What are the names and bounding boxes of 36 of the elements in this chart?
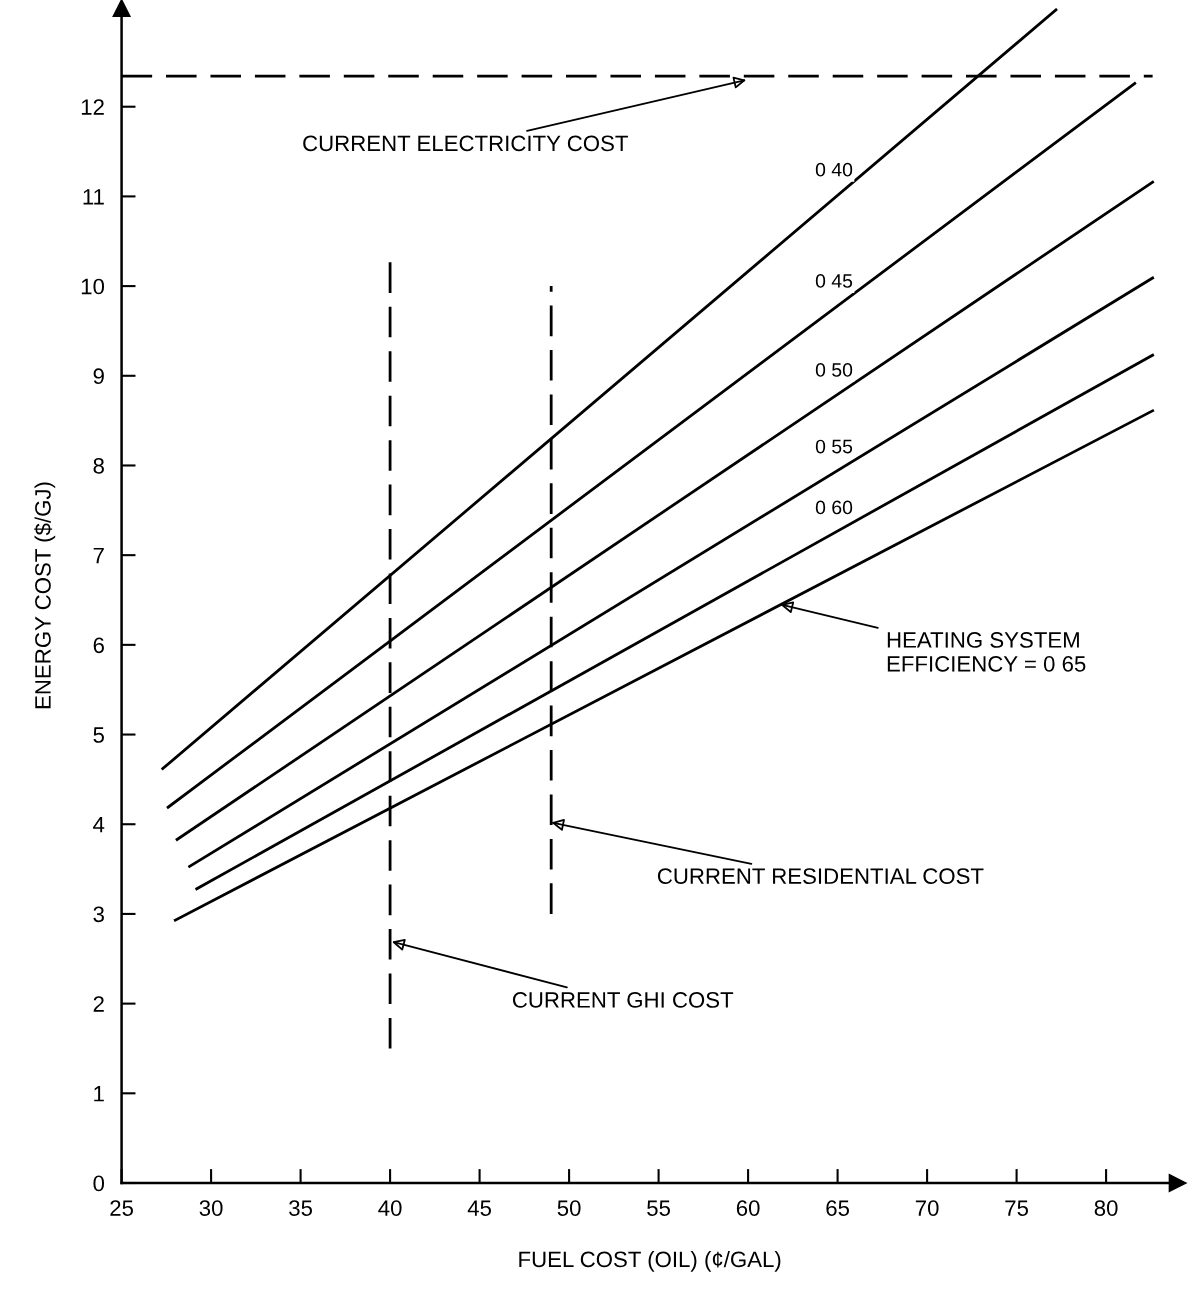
- y-tick-label: 1: [94, 1086, 104, 1102]
- y-tick-label: 2: [93, 996, 104, 1012]
- x-tick-label: 35: [289, 1200, 313, 1216]
- x-tick-label: 75: [1005, 1200, 1029, 1216]
- x-tick-label: 45: [467, 1200, 492, 1216]
- annotation: CURRENT ELECTRICITY COST: [303, 135, 628, 152]
- y-tick-label: 3: [93, 906, 104, 923]
- series-label: 0 45: [815, 274, 853, 288]
- y-tick-label: 12: [81, 99, 104, 115]
- y-tick-label: 9: [93, 368, 104, 385]
- series-label: 0 55: [815, 439, 853, 454]
- y-tick-label: 0: [93, 1175, 105, 1192]
- y-tick-label: 6: [93, 637, 104, 654]
- x-tick-label: 60: [736, 1200, 760, 1216]
- x-tick-label: 55: [647, 1200, 671, 1216]
- y-tick-label: 8: [93, 458, 104, 474]
- x-tick-label: 70: [915, 1200, 939, 1216]
- x-tick-label: 80: [1094, 1200, 1118, 1216]
- y-tick-label: 4: [93, 817, 105, 833]
- series-label: 0 50: [815, 363, 853, 377]
- annotation: CURRENT RESIDENTIAL COST: [657, 868, 984, 885]
- x-tick-label: 25: [110, 1200, 134, 1216]
- y-tick-label: 7: [93, 547, 104, 564]
- x-tick-label: 30: [199, 1200, 223, 1216]
- x-tick-label: 50: [557, 1200, 581, 1216]
- annotation: CURRENT GHI COST: [512, 992, 734, 1008]
- series-label: 0 40: [815, 162, 853, 177]
- x-axis-title: FUEL COST (OIL) (¢/GAL): [519, 1250, 781, 1272]
- y-tick-label: 11: [83, 189, 104, 205]
- y-tick-label: 10: [81, 278, 105, 295]
- series-label: 0 60: [815, 500, 853, 515]
- y-tick-label: 5: [93, 727, 104, 743]
- x-tick-label: 40: [378, 1200, 402, 1216]
- annotation: HEATING SYSTEM EFFICIENCY = 0 65: [887, 632, 1086, 672]
- y-axis-title: ENERGY COST ($/GJ): [34, 482, 56, 709]
- x-tick-label: 65: [826, 1200, 850, 1216]
